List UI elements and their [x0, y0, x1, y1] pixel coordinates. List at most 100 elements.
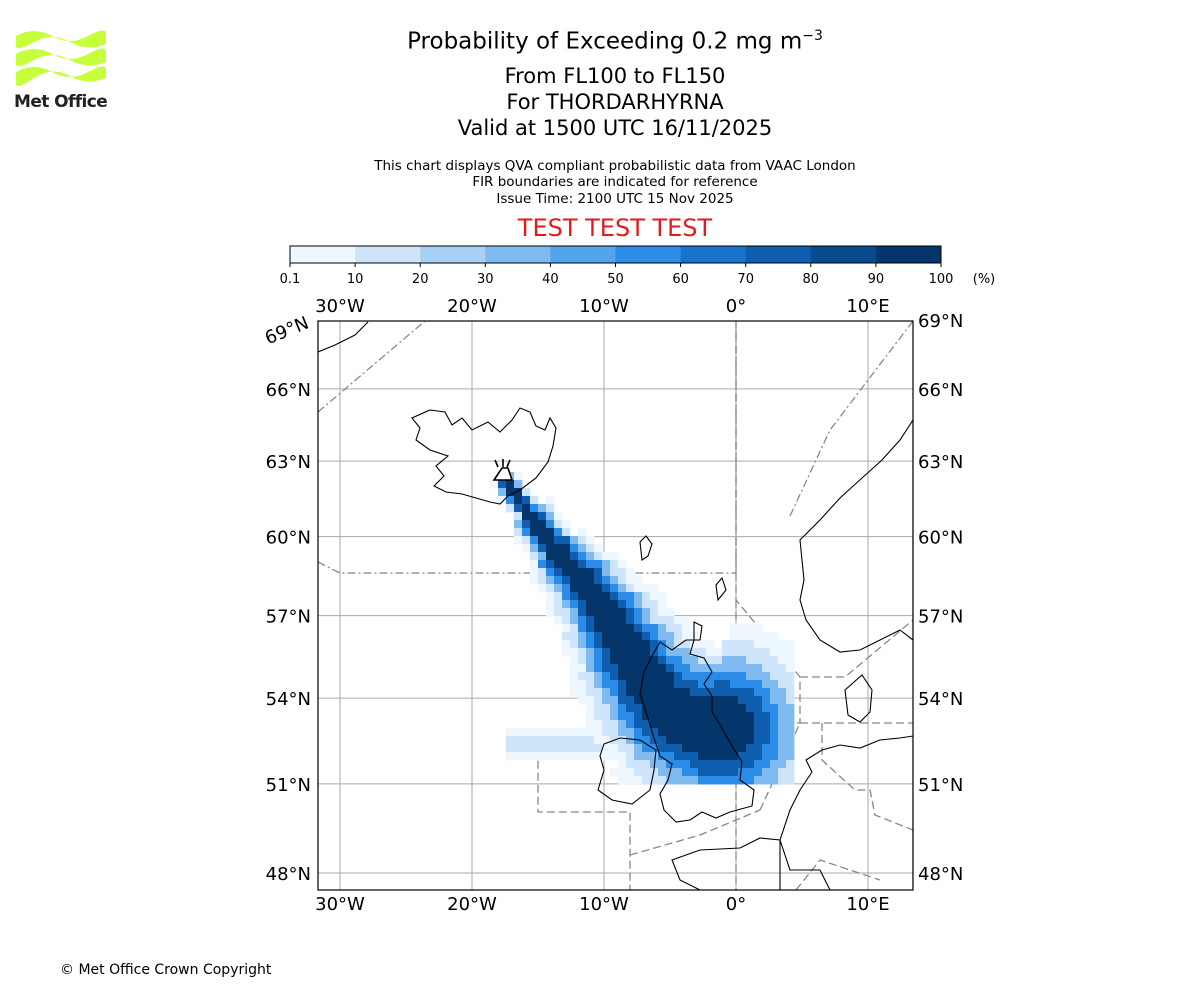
plume-cell: [762, 768, 771, 777]
plume-cell: [578, 544, 587, 553]
plume-cell: [746, 688, 755, 697]
plume-cell: [746, 752, 755, 761]
plume-cell: [746, 648, 755, 657]
plume-cell: [602, 560, 611, 569]
plume-cell: [730, 680, 739, 689]
plume-cell: [666, 752, 675, 761]
plume-cell: [594, 560, 603, 569]
plume-cell: [714, 672, 723, 681]
plume-cell: [506, 744, 515, 753]
plume-cell: [778, 728, 787, 737]
plume-cell: [786, 640, 795, 649]
lat-label-right: 51°N: [918, 775, 963, 796]
plume-cell: [658, 728, 667, 737]
plume-cell: [714, 712, 723, 721]
plume-cell: [602, 680, 611, 689]
plume-cell: [722, 744, 731, 753]
plume-cell: [770, 736, 779, 745]
plume-cell: [586, 576, 595, 585]
copyright: © Met Office Crown Copyright: [60, 962, 272, 978]
denmark-coast: [844, 674, 873, 723]
plume-cell: [754, 704, 763, 713]
plume-cell: [634, 688, 643, 697]
plume-cell: [770, 760, 779, 769]
plume-cell: [610, 624, 619, 633]
plume-cell: [722, 776, 731, 785]
plume-cell: [578, 744, 587, 753]
plume-cell: [674, 672, 683, 681]
plume-cell: [586, 752, 595, 761]
plume-cell: [530, 744, 539, 753]
colorbar-segment: [615, 246, 682, 263]
colorbar-tick-label: 100: [929, 272, 954, 287]
plume-cell: [594, 632, 603, 641]
plume-cell: [762, 688, 771, 697]
plume-cell: [730, 720, 739, 729]
plume-cell: [658, 712, 667, 721]
plume-cell: [642, 608, 651, 617]
plume-cell: [514, 480, 523, 489]
plume-cell: [586, 544, 595, 553]
plume-cell: [714, 688, 723, 697]
colorbar-tick-label: 90: [868, 272, 885, 287]
plume-cell: [746, 720, 755, 729]
plume-cell: [514, 536, 523, 545]
plume-cell: [602, 720, 611, 729]
coastlines: [318, 321, 913, 890]
plume-cell: [554, 584, 563, 593]
plume-cell: [722, 736, 731, 745]
plume-cell: [754, 776, 763, 785]
plume-cell: [642, 776, 651, 785]
plume-cell: [554, 752, 563, 761]
plume-cell: [666, 656, 675, 665]
lon-label-top: 30°W: [315, 296, 365, 317]
plume-cell: [746, 760, 755, 769]
plume-cell: [578, 576, 587, 585]
plume-cell: [690, 656, 699, 665]
lat-label-left: 69°N: [262, 313, 312, 349]
plume-cell: [682, 624, 691, 633]
plume-cell: [578, 600, 587, 609]
plume-cell: [514, 488, 523, 497]
plume-cell: [650, 744, 659, 753]
plume-cell: [786, 648, 795, 657]
map-area: [317, 320, 914, 891]
plume-cell: [594, 704, 603, 713]
plume-cell: [754, 632, 763, 641]
ash-plume: [490, 472, 795, 785]
plume-cell: [658, 680, 667, 689]
plume-cell: [522, 544, 531, 553]
plume-cell: [562, 624, 571, 633]
plume-cell: [578, 728, 587, 737]
plume-cell: [626, 712, 635, 721]
plume-cell: [522, 536, 531, 545]
plume-cell: [674, 712, 683, 721]
plume-cell: [610, 712, 619, 721]
plume-cell: [626, 728, 635, 737]
plume-cell: [602, 648, 611, 657]
plume-cell: [610, 696, 619, 705]
plume-cell: [570, 560, 579, 569]
plume-cell: [754, 648, 763, 657]
plume-cell: [610, 640, 619, 649]
plume-cell: [674, 704, 683, 713]
plume-cell: [586, 704, 595, 713]
plume-cell: [762, 776, 771, 785]
plume-cell: [666, 608, 675, 617]
plume-cell: [562, 592, 571, 601]
plume-cell: [738, 624, 747, 633]
plume-cell: [634, 664, 643, 673]
plume-cell: [626, 776, 635, 785]
plume-cell: [610, 744, 619, 753]
plume-cell: [602, 736, 611, 745]
plume-cell: [754, 728, 763, 737]
plume-cell: [634, 696, 643, 705]
plume-cell: [642, 760, 651, 769]
plume-cell: [674, 744, 683, 753]
greenland-edge: [318, 321, 369, 353]
plume-cell: [570, 536, 579, 545]
plume-cell: [594, 600, 603, 609]
plume-cell: [530, 552, 539, 561]
plume-cell: [554, 552, 563, 561]
